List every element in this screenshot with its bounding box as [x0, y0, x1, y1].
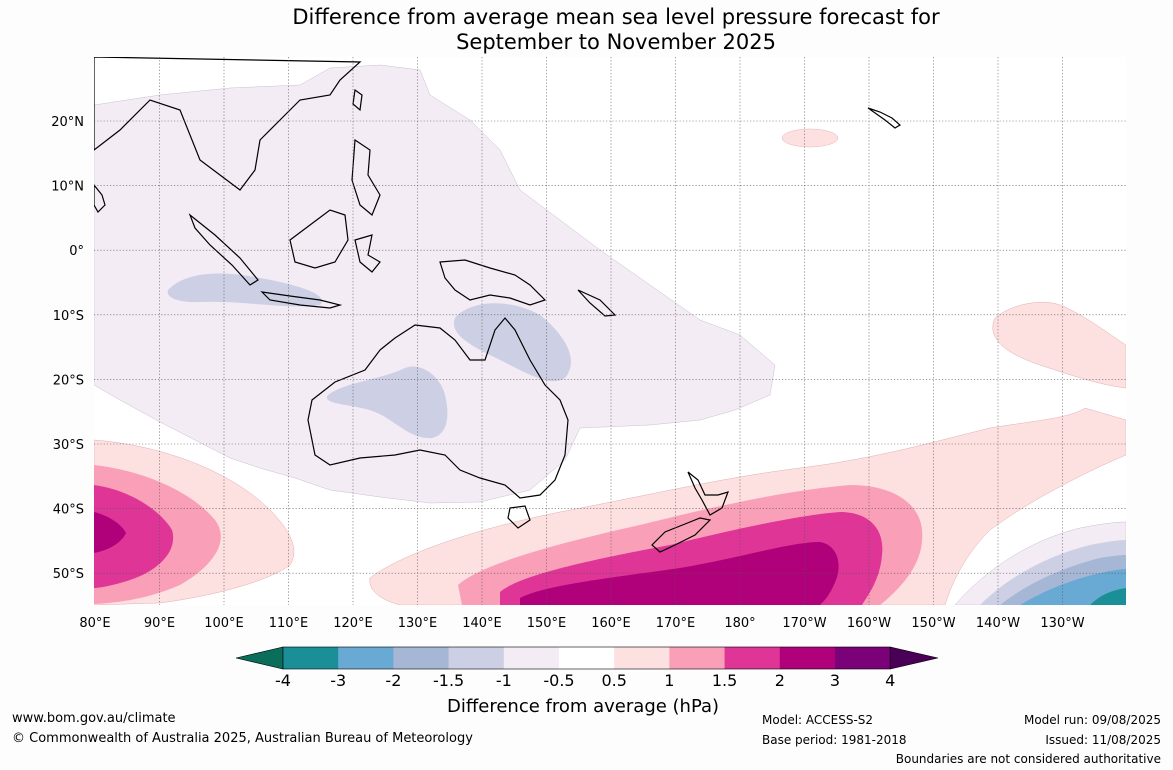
colorbar-tick-label: 0.5	[601, 671, 626, 690]
contour-pos-2-west	[94, 512, 126, 553]
contour-pos-1.5-west	[94, 485, 174, 588]
contour-neg-1-region-a	[167, 273, 322, 307]
sumatra-coastline	[188, 213, 259, 286]
latitude-label: 10°S	[53, 309, 84, 324]
colorbar-frame	[282, 646, 891, 670]
colorbar-segment	[338, 647, 394, 669]
longitude-label: 90°E	[144, 616, 175, 631]
contour-neg-0.5-region	[94, 64, 776, 504]
colorbar-tick-label: 2	[775, 671, 785, 690]
longitude-label: 130°W	[1040, 616, 1084, 631]
colorbar-segment	[283, 647, 339, 669]
colorbar-tick-label: -3	[330, 671, 346, 690]
taiwan-coastline	[352, 88, 363, 112]
colorbar-segment	[448, 647, 505, 669]
model-name: Model: ACCESS-S2	[762, 713, 874, 727]
graticule	[94, 57, 1126, 605]
colorbar-under-arrow	[235, 646, 284, 670]
latitude-label: 0°	[69, 244, 84, 259]
colorbar-over-arrow	[889, 646, 939, 670]
title-line-1: Difference from average mean sea level p…	[292, 5, 940, 29]
longitude-label: 120°E	[333, 616, 373, 631]
new-zealand-north-coastline	[687, 471, 729, 516]
contour-neg-2-southeast	[1020, 569, 1126, 605]
colorbar-tick-label: 1	[664, 671, 674, 690]
colorbar-tick-label: 4	[885, 671, 895, 690]
colorbar-label: Difference from average (hPa)	[447, 696, 720, 717]
hawaii-coastline	[867, 107, 902, 129]
longitude-label: 80°E	[79, 616, 110, 631]
longitude-label: 140°E	[462, 616, 502, 631]
longitude-label: 160°W	[847, 616, 891, 631]
longitude-label: 130°E	[398, 616, 438, 631]
colorbar-segment	[724, 647, 781, 669]
colorbar-segment	[835, 647, 891, 669]
latitude-label: 20°N	[51, 115, 84, 130]
borneo-coastline	[289, 209, 349, 269]
coastlines	[94, 57, 902, 553]
longitude-label: 150°E	[527, 616, 567, 631]
latitude-label: 10°N	[51, 180, 84, 195]
contour-pos-0.5-north	[781, 128, 839, 148]
sri-lanka-coastline	[94, 184, 106, 213]
base-period: Base period: 1981-2018	[762, 733, 907, 747]
contour-pos-0.5-eastpacific	[992, 302, 1126, 389]
colorbar: -4 -3 -2 -1.5 -1 -0.5 0.5 1 1.5 2 3 4	[235, 646, 939, 690]
colorbar-tick-label: -0.5	[543, 671, 574, 690]
colorbar-tick-label: -4	[275, 671, 291, 690]
latitude-labels: 20°N 10°N 0° 10°S 20°S 30°S 40°S 50°S	[51, 115, 84, 582]
philippines-coastline	[351, 138, 381, 216]
latitude-label: 30°S	[53, 438, 84, 453]
website-link[interactable]: www.bom.gov.au/climate	[12, 711, 176, 726]
model-run-date: Model run: 09/08/2025	[1023, 713, 1161, 727]
longitude-label: 140°W	[976, 616, 1020, 631]
copyright-text: © Commonwealth of Australia 2025, Austra…	[12, 731, 473, 746]
solomon-islands-coastline	[577, 289, 617, 317]
new-zealand-south-coastline	[651, 517, 712, 553]
longitude-label: 110°E	[269, 616, 309, 631]
longitude-label: 170°W	[782, 616, 826, 631]
contour-neg-3-southeast	[1090, 588, 1126, 605]
longitude-label: 150°W	[911, 616, 955, 631]
longitude-label: 170°E	[656, 616, 696, 631]
contour-neg-1-region-b	[453, 303, 571, 382]
new-guinea-coastline	[439, 259, 547, 306]
colorbar-segment	[669, 647, 726, 669]
title-line-2: September to November 2025	[456, 30, 776, 54]
colorbar-tick-label: -1	[496, 671, 512, 690]
longitude-label: 100°E	[204, 616, 244, 631]
colorbar-segment	[779, 647, 836, 669]
longitude-labels: 80°E 90°E 100°E 110°E 120°E 130°E 140°E 150°E 16…	[79, 616, 1084, 631]
colorbar-segment	[393, 647, 450, 669]
longitude-label: 180°	[724, 616, 755, 631]
colorbar-tick-label: 1.5	[712, 671, 737, 690]
australia-coastline	[307, 317, 569, 499]
colorbar-tick-label: -1.5	[433, 671, 464, 690]
colorbar-segment	[614, 647, 670, 669]
latitude-label: 50°S	[53, 567, 84, 582]
colorbar-segment	[503, 647, 560, 669]
latitude-label: 20°S	[53, 373, 84, 388]
latitude-label: 40°S	[53, 503, 84, 518]
colorbar-tick-label: -2	[385, 671, 401, 690]
issued-date: Issued: 11/08/2025	[1045, 733, 1161, 747]
colorbar-tick-label: 3	[830, 671, 840, 690]
tasmania-coastline	[507, 505, 531, 529]
contour-pos-2-southpacific	[520, 542, 839, 605]
boundaries-disclaimer: Boundaries are not considered authoritat…	[895, 752, 1161, 766]
java-coastline	[260, 291, 343, 309]
sulawesi-coastline	[354, 234, 381, 273]
longitude-label: 160°E	[591, 616, 631, 631]
colorbar-segment	[559, 647, 615, 669]
anomaly-contours	[94, 57, 1126, 605]
asia-mainland-coastline	[94, 57, 362, 191]
